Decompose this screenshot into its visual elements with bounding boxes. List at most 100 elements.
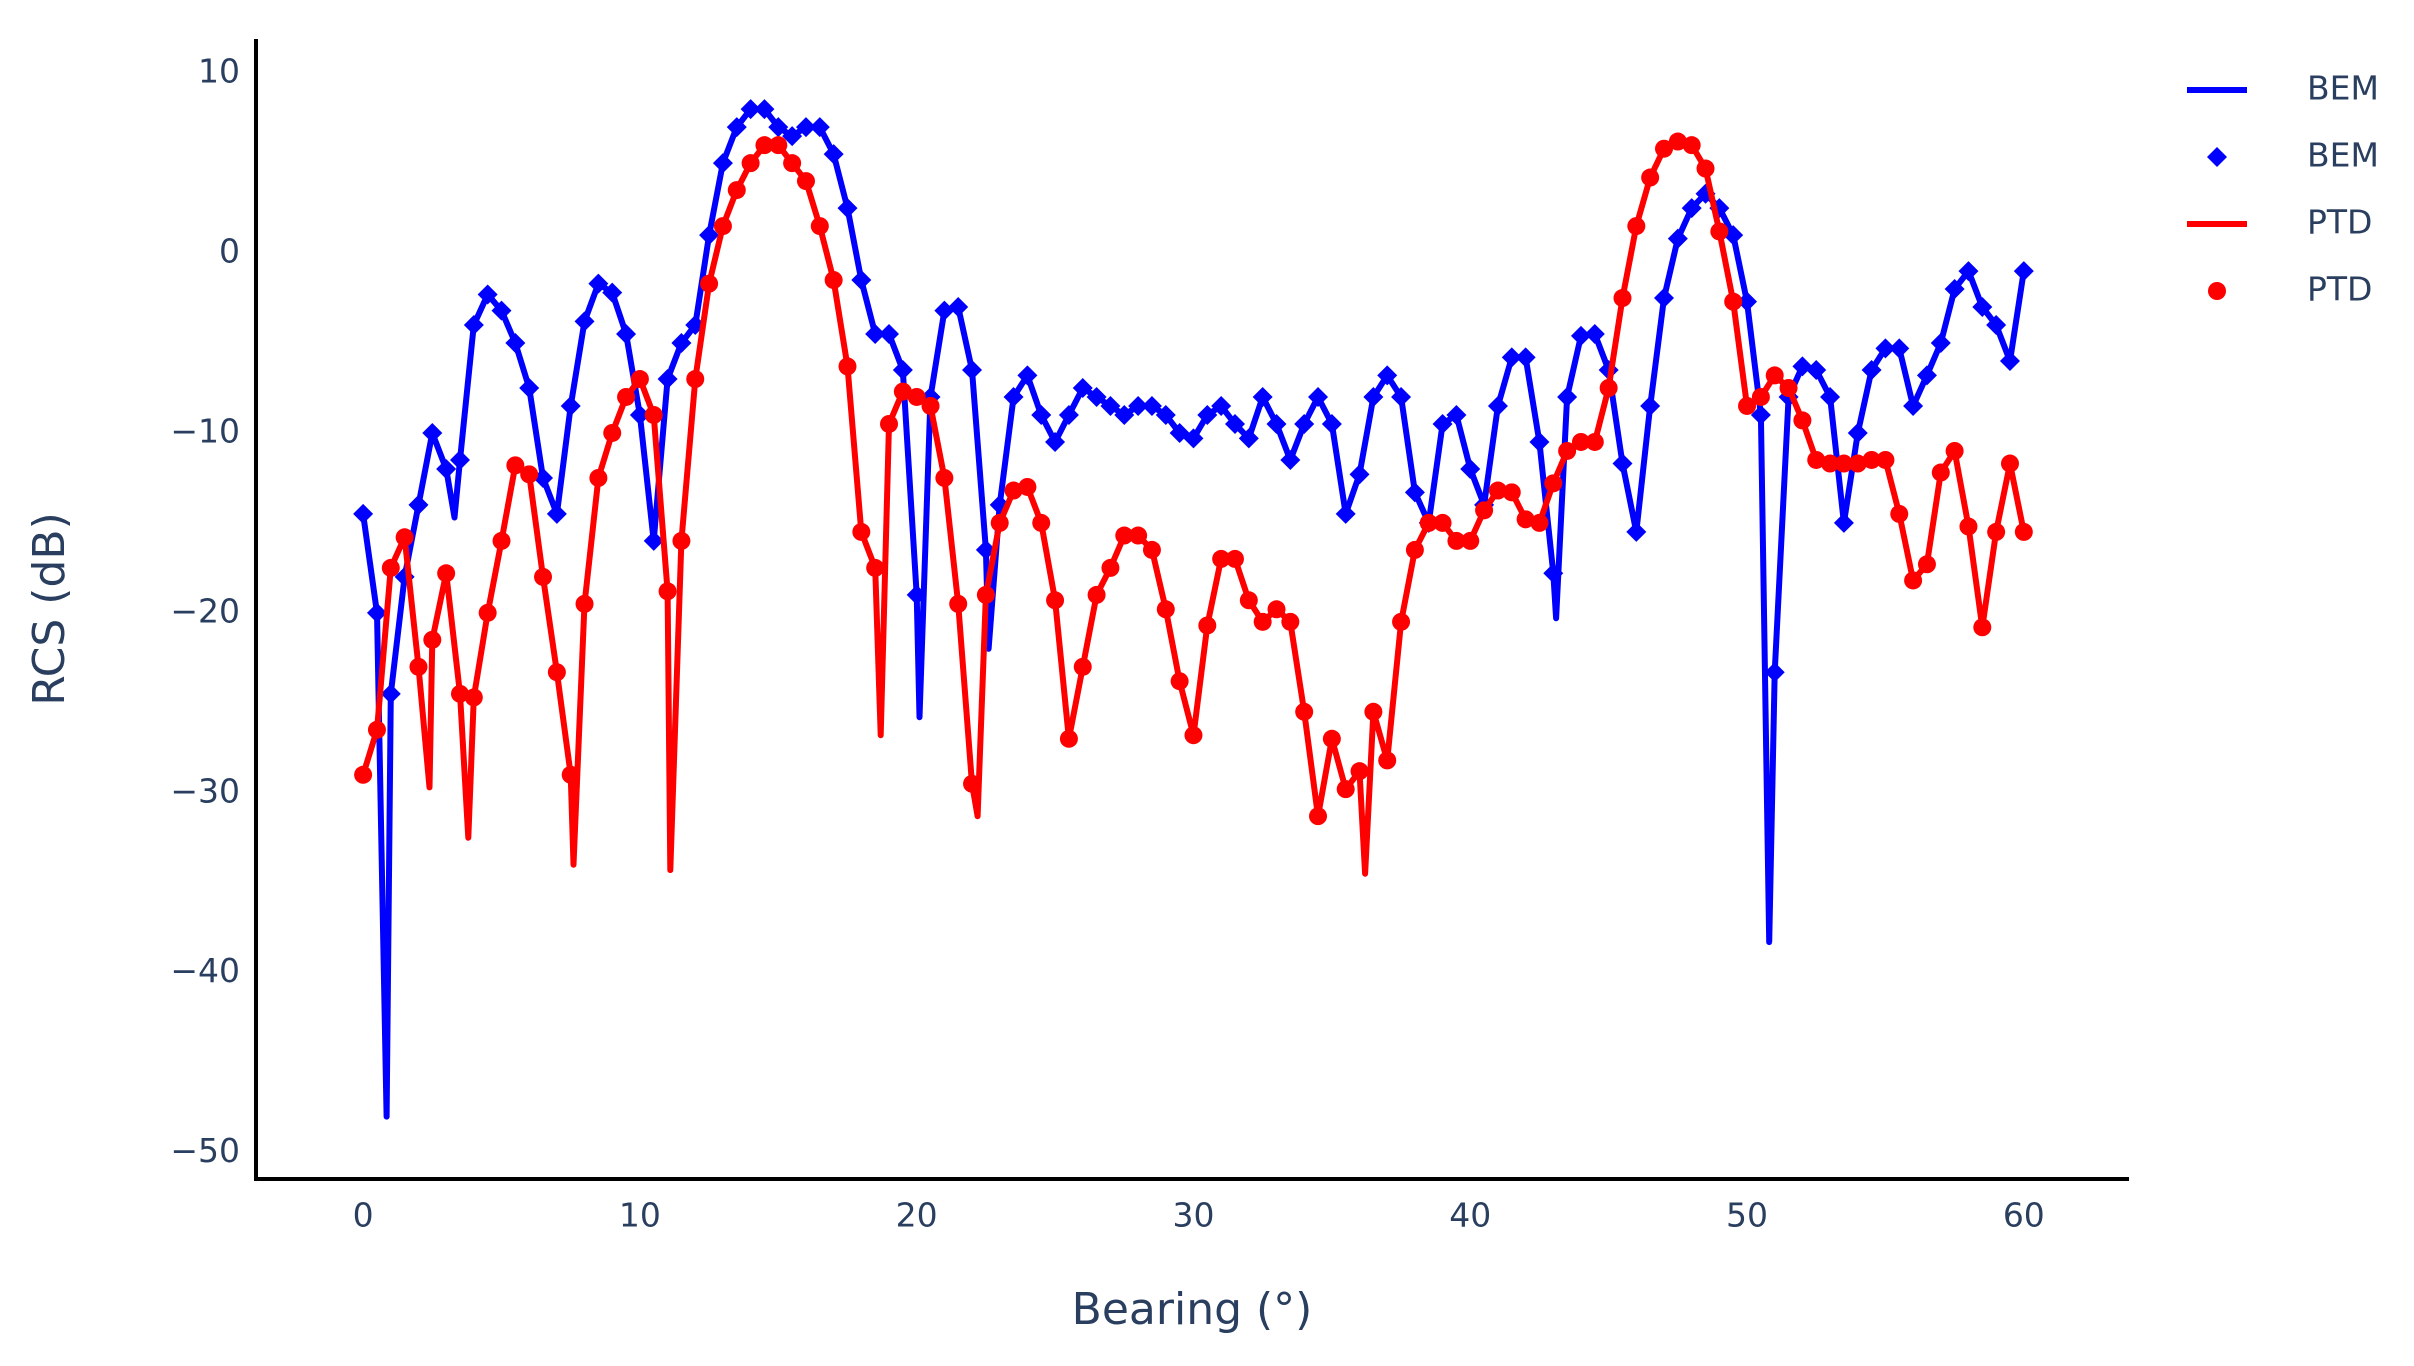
data-point: [1890, 504, 1909, 523]
data-point: [630, 370, 649, 389]
x-tick-label: 10: [619, 1196, 661, 1235]
data-point: [381, 558, 400, 577]
data-point: [755, 136, 774, 155]
data-point: [1557, 386, 1578, 407]
data-point: [1571, 432, 1590, 451]
x-tick-label: 30: [1172, 1196, 1214, 1235]
data-point: [1612, 453, 1633, 474]
data-point: [602, 282, 623, 303]
data-point: [935, 468, 954, 487]
data-point: [1654, 288, 1675, 309]
data-point: [1973, 618, 1992, 637]
data-point: [1183, 428, 1204, 449]
series-line: [360, 106, 2027, 1120]
data-point: [1765, 366, 1784, 385]
data-point: [1170, 672, 1189, 691]
data-point: [1916, 365, 1937, 386]
data-point: [1184, 726, 1203, 745]
data-point: [1750, 404, 1771, 425]
y-tick-label: −10: [170, 411, 240, 450]
data-point: [1142, 540, 1161, 559]
data-point: [1224, 413, 1245, 434]
data-point: [1488, 481, 1507, 500]
data-point: [1058, 404, 1079, 425]
legend-swatch: [2207, 147, 2227, 167]
x-tick-label: 40: [1449, 1196, 1491, 1235]
data-point: [519, 377, 540, 398]
x-tick-label: 20: [896, 1196, 938, 1235]
data-point: [644, 405, 663, 424]
x-tick-label: 50: [1726, 1196, 1768, 1235]
data-point: [1378, 751, 1397, 770]
data-point: [1516, 510, 1535, 529]
data-point: [546, 503, 567, 524]
data-point: [1280, 449, 1301, 470]
data-point: [408, 494, 429, 515]
data-point: [1073, 657, 1092, 676]
data-point: [809, 117, 830, 138]
data-point: [1198, 616, 1217, 635]
data-point: [1128, 395, 1149, 416]
data-point: [464, 688, 483, 707]
data-point: [921, 396, 940, 415]
data-point: [1447, 531, 1466, 550]
data-point: [713, 217, 732, 236]
data-point: [658, 582, 677, 601]
data-point: [1681, 198, 1702, 219]
data-point: [1350, 762, 1369, 781]
legend-label: PTD: [2307, 203, 2372, 242]
data-point: [560, 395, 581, 416]
data-point: [1086, 386, 1107, 407]
data-point: [492, 531, 511, 550]
data-point: [616, 324, 637, 345]
data-point: [1141, 395, 1162, 416]
y-tick-label: −20: [170, 591, 240, 630]
data-point: [1238, 428, 1259, 449]
data-point: [1848, 454, 1867, 473]
data-point: [726, 117, 747, 138]
data-point: [671, 333, 692, 354]
data-point: [1335, 503, 1356, 524]
data-point: [1404, 482, 1425, 503]
data-point: [1558, 441, 1577, 460]
data-point: [1833, 512, 1854, 533]
data-point: [1225, 549, 1244, 568]
data-point: [380, 683, 401, 704]
data-point: [1515, 347, 1536, 368]
data-point: [1392, 612, 1411, 631]
data-point: [1294, 413, 1315, 434]
data-point: [1987, 522, 2006, 541]
data-point: [1529, 431, 1550, 452]
data-point: [866, 558, 885, 577]
data-point: [1502, 483, 1521, 502]
data-point: [366, 602, 387, 623]
data-point: [436, 458, 457, 479]
data-point: [505, 333, 526, 354]
data-point: [574, 311, 595, 332]
data-point: [1764, 662, 1785, 683]
data-point: [1309, 807, 1328, 826]
data-point: [1295, 702, 1314, 721]
data-point: [588, 273, 609, 294]
data-point: [962, 360, 983, 381]
legend-swatch: [2208, 282, 2226, 300]
data-point: [1641, 168, 1660, 187]
data-point: [1930, 333, 1951, 354]
data-point: [1072, 377, 1093, 398]
data-point: [2000, 454, 2019, 473]
data-point: [769, 136, 788, 155]
data-point: [1446, 404, 1467, 425]
data-point: [1377, 365, 1398, 386]
data-point: [1252, 386, 1273, 407]
data-point: [892, 360, 913, 381]
data-point: [1129, 526, 1148, 545]
data-point: [976, 585, 995, 604]
data-point: [395, 528, 414, 547]
data-point: [1349, 464, 1370, 485]
data-point: [353, 503, 374, 524]
data-point: [1945, 441, 1964, 460]
data-point: [1668, 132, 1687, 151]
data-point: [949, 594, 968, 613]
data-point: [1986, 315, 2007, 336]
